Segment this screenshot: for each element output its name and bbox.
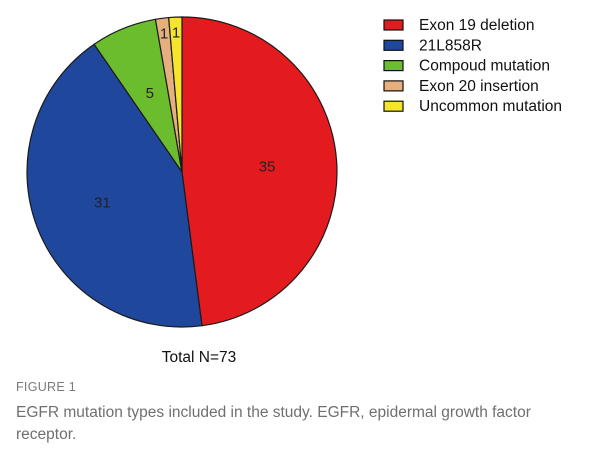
legend-label: Uncommon mutation	[419, 98, 562, 115]
legend-label: 21L858R	[419, 37, 482, 54]
pie-slice-labels: 35 31 5 1 1	[94, 25, 275, 212]
pie-slice-uncommon-mutation	[168, 16, 183, 173]
figure-label: FIGURE 1	[16, 380, 77, 394]
total-label: Total N=73	[162, 349, 237, 366]
slice-value-label: 5	[146, 85, 154, 102]
legend-swatch	[383, 19, 404, 31]
legend-label: Compoud mutation	[419, 58, 550, 75]
legend-swatch	[383, 80, 404, 92]
pie-chart: 35 31 5 1 1 Exon 19 deletion 21L858R Compoud m…	[26, 16, 562, 366]
legend-label: Exon 19 deletion	[419, 17, 534, 34]
pie-slice-21l858r	[26, 43, 203, 328]
legend-swatch	[383, 59, 404, 72]
slice-value-label: 31	[94, 194, 111, 211]
slice-value-label: 1	[160, 26, 168, 43]
slice-value-label: 1	[172, 25, 180, 42]
figure-caption: EGFR mutation types included in the stud…	[16, 404, 531, 443]
legend: Exon 19 deletion 21L858R Compoud mutation E…	[383, 17, 562, 115]
legend-swatch	[383, 100, 404, 112]
pie-slices	[26, 16, 338, 328]
legend-label: Exon 20 insertion	[419, 78, 539, 95]
pie-slice-exon-19-deletion	[181, 16, 338, 327]
slice-value-label: 35	[259, 159, 276, 176]
legend-swatch	[383, 39, 404, 51]
